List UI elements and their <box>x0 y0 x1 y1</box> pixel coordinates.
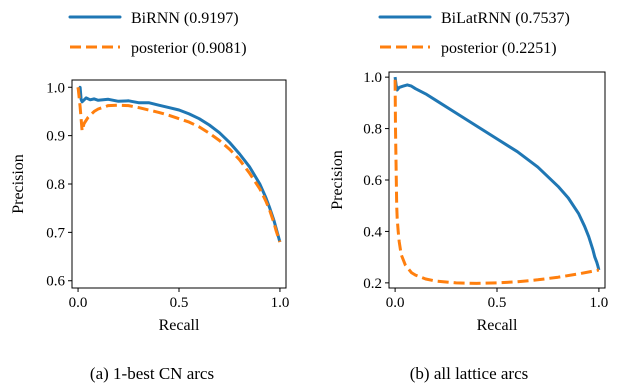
x-axis-label-b: Recall <box>477 317 518 334</box>
legend-a: BiRNN (0.9197) posterior (0.9081) <box>68 10 247 57</box>
x-tick-label-a: 0.0 <box>69 295 88 311</box>
y-tick-label-b: 0.6 <box>363 173 382 189</box>
plot-frame-b <box>388 71 606 289</box>
series-layer-b <box>393 76 601 285</box>
chart-panel-b: BiLatRNN (0.7537) posterior (0.2251) 0.0… <box>329 10 608 383</box>
y-tick-label-a: 0.6 <box>46 274 65 290</box>
x-tick-label-b: 0.0 <box>386 295 405 311</box>
x-tick-label-b: 1.0 <box>590 295 609 311</box>
series-line-a-posterior <box>76 87 282 243</box>
x-tick-label-b: 0.5 <box>488 295 507 311</box>
caption-b: (b) all lattice arcs <box>410 364 528 383</box>
y-tick-label-a: 0.9 <box>46 129 65 145</box>
y-tick-label-a: 0.8 <box>46 177 65 193</box>
axis-ticks-a: 0.0 0.5 1.0 0.6 0.7 0.8 0.9 1.0 <box>46 80 289 311</box>
legend-label-bilatrnn: BiLatRNN (0.7537) <box>441 10 570 27</box>
x-axis-label-a: Recall <box>159 317 200 334</box>
axis-ticks-b: 0.0 0.5 1.0 0.2 0.4 0.6 0.8 1.0 <box>363 70 608 311</box>
y-tick-label-a: 1.0 <box>46 80 65 96</box>
legend-label-birnn: BiRNN (0.9197) <box>131 10 239 27</box>
y-axis-label-a: Precision <box>10 154 27 214</box>
caption-a: (a) 1-best CN arcs <box>90 364 214 383</box>
legend-b: BiLatRNN (0.7537) posterior (0.2251) <box>378 10 570 57</box>
x-tick-label-a: 0.5 <box>170 295 189 311</box>
y-axis-label-b: Precision <box>329 150 346 210</box>
plot-frame-a <box>71 79 287 289</box>
y-tick-label-b: 0.2 <box>363 276 382 292</box>
y-tick-label-b: 1.0 <box>363 70 382 86</box>
legend-label-posterior-a: posterior (0.9081) <box>131 40 247 57</box>
x-tick-label-a: 1.0 <box>271 295 290 311</box>
y-tick-label-a: 0.7 <box>46 225 65 241</box>
series-layer-a <box>76 85 282 243</box>
series-line-a-model <box>76 85 282 243</box>
y-tick-label-b: 0.8 <box>363 122 382 138</box>
series-line-b-model <box>393 76 601 271</box>
series-line-b-posterior <box>393 79 600 285</box>
legend-label-posterior-b: posterior (0.2251) <box>441 40 557 57</box>
chart-panel-a: BiRNN (0.9197) posterior (0.9081) 0.0 0.5… <box>10 10 289 383</box>
y-tick-label-b: 0.4 <box>363 224 382 240</box>
